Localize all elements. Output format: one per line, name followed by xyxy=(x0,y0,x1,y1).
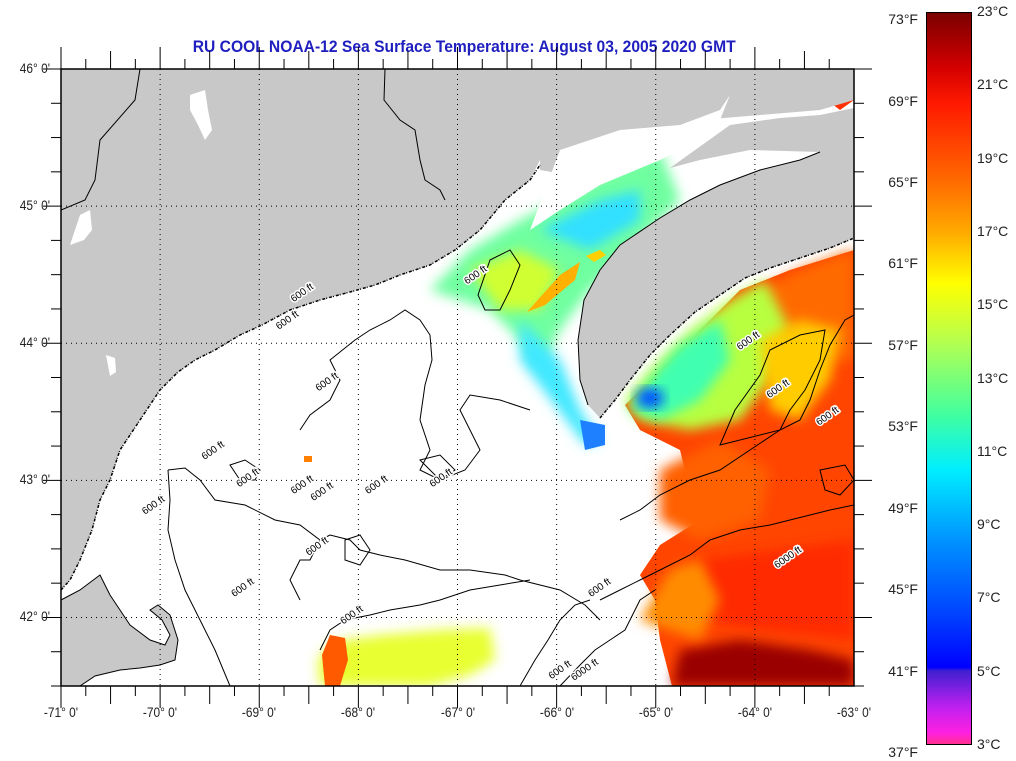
lon-tick-label: -63° 0' xyxy=(836,704,872,720)
lon-tick-label: -68° 0' xyxy=(341,704,376,720)
lat-tick-label: 46° 0' xyxy=(19,60,50,76)
lat-tick-label: 42° 0' xyxy=(19,608,50,625)
land xyxy=(61,69,854,686)
colorbar-celsius-label: 5°C xyxy=(977,662,1001,679)
contour-600ft-emerald xyxy=(719,329,826,446)
colorbar-celsius-label: 3°C xyxy=(977,736,1001,752)
colorbar-fahrenheit-label: 49°F xyxy=(888,499,918,516)
colorbar-fahrenheit-label: 65°F xyxy=(888,174,918,191)
border-line-west xyxy=(61,69,141,211)
sst-edge-orange xyxy=(640,560,720,640)
contour-6000ft-south xyxy=(559,589,656,686)
contour-600ft-georges xyxy=(319,579,531,651)
sst-minas-small xyxy=(586,250,606,262)
fundy-head-water xyxy=(530,95,730,230)
lon-tick-label: -64° 0' xyxy=(737,704,772,720)
lat-tick-label: 44° 0' xyxy=(19,334,50,351)
colorbar-fahrenheit-label: 37°F xyxy=(888,744,918,761)
colorbar-fahrenheit-label: 73°F xyxy=(888,11,918,28)
contour-600ft-island-1 xyxy=(229,459,261,481)
lon-tick-label: -69° 0' xyxy=(242,704,277,720)
lon-tick-label: -70° 0' xyxy=(143,704,178,720)
colorbar-fahrenheit-label: 45°F xyxy=(888,581,918,598)
coastline-cape-cod xyxy=(61,574,179,686)
lon-tick-label: -71° 0' xyxy=(43,704,79,720)
sst-blue-patch xyxy=(580,420,605,450)
colorbar-celsius-label: 13°C xyxy=(977,369,1009,386)
sst-fundy-yellow xyxy=(470,250,560,310)
graticule xyxy=(61,69,854,686)
colorbar-fahrenheit-label: 41°F xyxy=(888,662,918,679)
contour-600ft-basin xyxy=(299,309,531,481)
sst-georges-bank xyxy=(318,628,495,686)
bathymetry-contours xyxy=(167,249,854,686)
colorbar-celsius-label: 7°C xyxy=(977,589,1001,606)
colorbar-fahrenheit-label: 61°F xyxy=(888,255,918,272)
contour-600ft-island-3 xyxy=(419,454,456,481)
coastline-nova-scotia-south xyxy=(599,237,854,419)
coastline-nova-scotia-north xyxy=(577,151,821,406)
sst-orange-patch xyxy=(660,440,770,540)
contour-600ft-south xyxy=(519,599,591,686)
sst-minas-basin xyxy=(527,262,580,312)
lon-tick-label: -66° 0' xyxy=(539,704,574,720)
lon-tick-label: -67° 0' xyxy=(440,704,475,720)
colorbar-celsius-label: 17°C xyxy=(977,222,1009,239)
sst-cold-spot xyxy=(636,388,664,408)
land-maine-newbrunswick xyxy=(61,69,540,590)
sst-hottest-south xyxy=(672,640,854,686)
colorbar-celsius-label: 9°C xyxy=(977,516,1001,533)
sst-small-orange xyxy=(304,456,312,462)
colorbar-celsius-label: 21°C xyxy=(977,76,1009,93)
contour-600ft-island-4 xyxy=(819,464,854,496)
colorbar-celsius-label: 11°C xyxy=(977,442,1008,459)
inland-lake-2 xyxy=(70,210,92,245)
contour-600ft-central xyxy=(167,467,601,621)
land-nova-scotia xyxy=(578,108,854,418)
temperature-colorbar xyxy=(926,12,972,745)
sst-ns-west-shore xyxy=(520,320,600,445)
lat-tick-label: 43° 0' xyxy=(19,471,50,488)
map-title: RU COOL NOAA-12 Sea Surface Temperature:… xyxy=(192,37,736,56)
colorbar-celsius-label: 15°C xyxy=(977,296,1009,313)
contour-600ft-loop xyxy=(289,539,321,601)
colorbar-celsius-label: 23°C xyxy=(977,3,1009,19)
border-line-nb xyxy=(383,69,446,201)
sst-warmer-band xyxy=(700,540,854,640)
coastline-maine xyxy=(61,164,541,591)
contour-600ft-island-2 xyxy=(344,534,371,566)
inland-lake-1 xyxy=(190,90,212,140)
inland-lake-3 xyxy=(106,355,116,376)
sst-georges-warm xyxy=(322,635,348,686)
sst-fundy-cyan xyxy=(540,190,640,250)
colorbar-fahrenheit-label: 53°F xyxy=(888,418,918,435)
contour-600ft-fundy xyxy=(477,249,521,311)
colorbar-fahrenheit-label: 57°F xyxy=(888,336,918,353)
lat-tick-label: 45° 0' xyxy=(19,197,50,214)
colorbar-fahrenheit-label: 69°F xyxy=(888,92,918,109)
contour-6000ft-east xyxy=(599,504,854,601)
land-cape-cod xyxy=(61,575,178,686)
lon-tick-label: -65° 0' xyxy=(638,704,673,720)
contour-600ft-west xyxy=(167,469,231,686)
colorbar-celsius-label: 19°C xyxy=(977,149,1009,166)
sst-field xyxy=(304,69,854,686)
axis-ticks xyxy=(43,47,872,708)
